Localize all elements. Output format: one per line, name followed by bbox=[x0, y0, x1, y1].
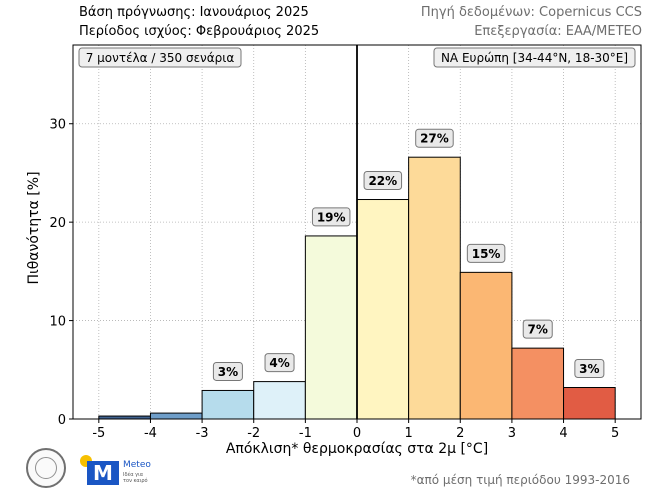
histogram-bar-3 bbox=[253, 381, 306, 420]
region-box-frame bbox=[433, 47, 636, 68]
histogram-bar-7 bbox=[459, 271, 513, 420]
histogram-bar-1 bbox=[149, 412, 203, 420]
value-label-box-4 bbox=[311, 207, 351, 227]
value-label-box-2 bbox=[212, 361, 243, 381]
y-tick-label-2: 20 bbox=[49, 216, 66, 231]
value-label-6: 27% bbox=[420, 132, 449, 146]
meteo-logo: M Meteo Ιδέα για τον καιρό bbox=[80, 455, 170, 487]
value-label-8: 7% bbox=[528, 323, 548, 337]
histogram-bar-6 bbox=[408, 156, 461, 420]
value-label-7: 15% bbox=[472, 247, 501, 261]
forecast-base-text: Βάση πρόγνωσης: Ιανουάριος 2025 bbox=[79, 5, 309, 20]
validity-period-text: Περίοδος ισχύος: Φεβρουάριος 2025 bbox=[79, 24, 320, 39]
value-label-box-5 bbox=[363, 171, 403, 191]
y-tick-label-3: 30 bbox=[49, 118, 66, 133]
x-tick-label-8: 3 bbox=[508, 426, 516, 441]
x-tick-label-4: -1 bbox=[299, 426, 312, 441]
academy-seal-logo bbox=[26, 448, 66, 488]
footnote: *από μέση τιμή περιόδου 1993-2016 bbox=[410, 473, 630, 487]
histogram-bar-5 bbox=[356, 199, 410, 420]
value-label-box-7 bbox=[466, 243, 506, 263]
x-tick-label-0: -5 bbox=[92, 426, 105, 441]
x-tick-label-5: 0 bbox=[353, 426, 361, 441]
value-label-9: 3% bbox=[579, 362, 599, 376]
x-tick-label-3: -2 bbox=[247, 426, 260, 441]
y-axis-label: Πιθανότητα [%] bbox=[26, 171, 42, 285]
value-label-3: 4% bbox=[269, 356, 289, 370]
y-tick-label-0: 0 bbox=[58, 413, 66, 428]
logos: M Meteo Ιδέα για τον καιρό bbox=[26, 447, 166, 491]
region-annotation: ΝΑ Ευρώπη [34-44°N, 18-30°E] bbox=[441, 51, 628, 65]
x-axis-label: Απόκλιση* θερμοκρασίας στα 2μ [°C] bbox=[225, 441, 489, 457]
histogram-bar-4 bbox=[304, 235, 358, 420]
meteo-letter: M bbox=[87, 461, 119, 485]
meteo-logo-text: Meteo bbox=[123, 460, 151, 470]
x-tick-label-1: -4 bbox=[144, 426, 157, 441]
x-tick-label-6: 1 bbox=[404, 426, 412, 441]
histogram-bar-9 bbox=[563, 387, 616, 420]
value-label-box-3 bbox=[264, 353, 295, 373]
data-source-text: Πηγή δεδομένων: Copernicus CCS bbox=[420, 5, 642, 20]
models-annotation: 7 μοντέλα / 350 σενάρια bbox=[86, 51, 235, 65]
value-label-box-9 bbox=[574, 359, 605, 379]
value-label-5: 22% bbox=[368, 174, 397, 188]
value-label-box-6 bbox=[415, 128, 454, 148]
value-label-2: 3% bbox=[218, 365, 238, 379]
value-label-box-8 bbox=[522, 319, 553, 339]
x-tick-label-9: 4 bbox=[559, 426, 567, 441]
histogram-bar-8 bbox=[511, 347, 565, 420]
x-tick-label-2: -3 bbox=[196, 426, 209, 441]
models-box-frame bbox=[78, 47, 242, 68]
x-tick-label-7: 2 bbox=[456, 426, 464, 441]
meteo-tagline: Ιδέα για τον καιρό bbox=[123, 472, 148, 484]
histogram-bar-2 bbox=[201, 389, 255, 420]
x-tick-label-10: 5 bbox=[611, 426, 619, 441]
y-tick-label-1: 10 bbox=[49, 315, 66, 330]
processing-text: Επεξεργασία: ΕΑΑ/ΜΕΤΕΟ bbox=[474, 24, 642, 39]
value-label-4: 19% bbox=[317, 210, 346, 224]
